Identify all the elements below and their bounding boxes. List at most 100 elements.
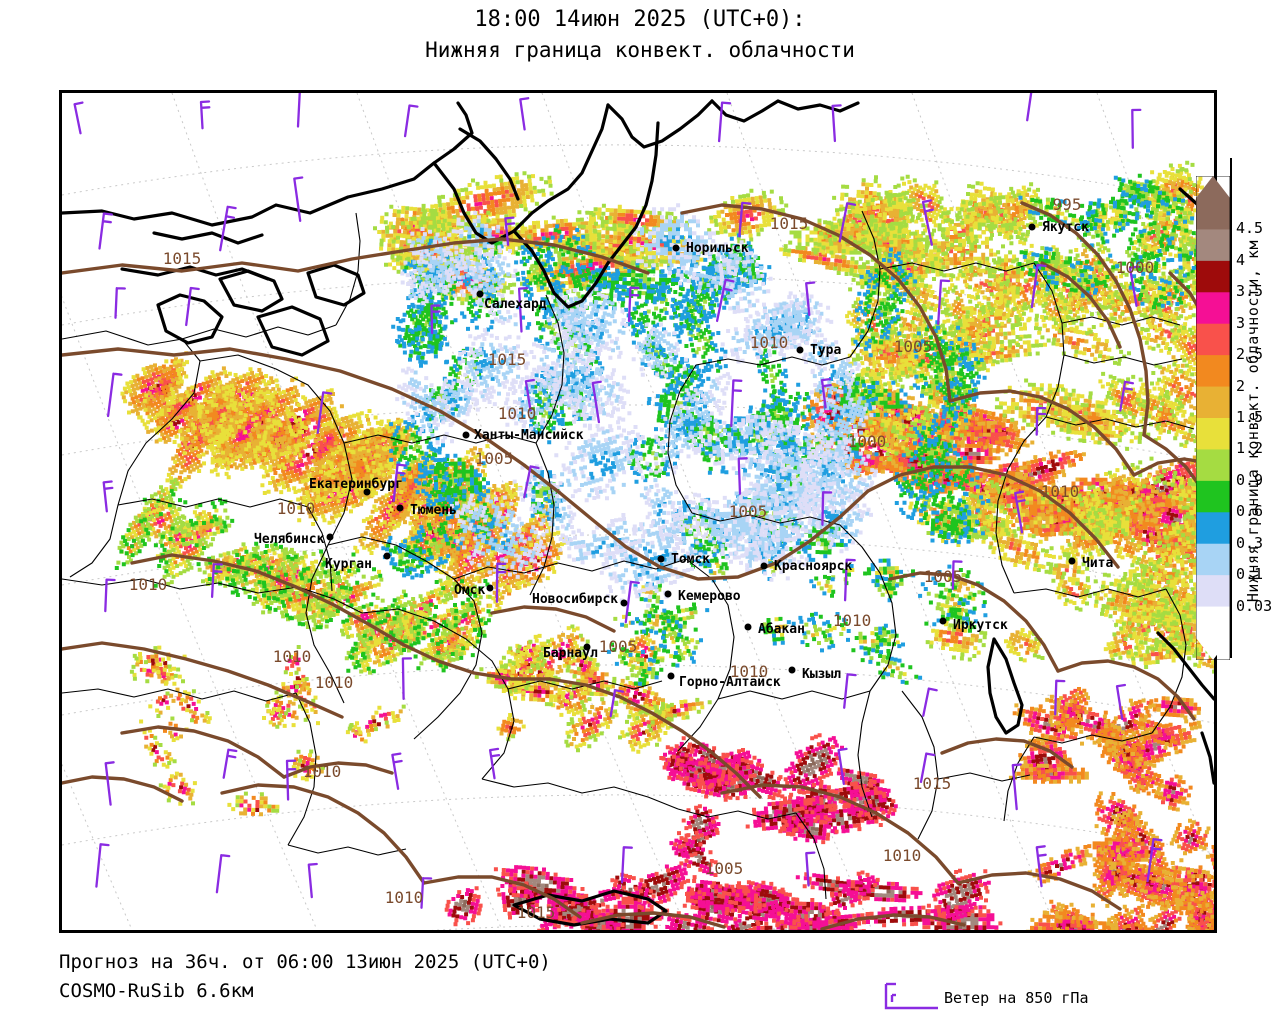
colorbar[interactable]: 4.5 4 3.5 3 2.5 2 1.5 1.2 0.9 0.6 0.3 0.1 0.03: [1196, 158, 1272, 660]
city-label: Омск: [454, 583, 486, 598]
forecast-info: Прогноз на 36ч. от 06:00 13июн 2025 (UTC…: [59, 951, 551, 973]
city-dot: [760, 562, 768, 570]
admin-border-35: [287, 844, 407, 856]
admin-border-11: [667, 364, 697, 514]
isobar-label-22: 1010: [882, 846, 922, 865]
wind-barb: [831, 104, 842, 143]
wind-barb: [403, 104, 419, 138]
admin-border-12: [695, 356, 851, 366]
city-label: Кемерово: [678, 589, 741, 604]
admin-border-16: [1045, 416, 1195, 430]
isobar-label-25: 1015: [516, 903, 556, 922]
isobar-label-13: 1005: [923, 567, 963, 586]
isobar-label-3: 1015: [769, 214, 809, 233]
coastline-14: [1156, 631, 1214, 701]
city-dot: [788, 666, 796, 674]
coastline-11: [256, 305, 330, 357]
isobar-23: [490, 605, 616, 633]
coastline-13: [512, 889, 668, 927]
admin-border-29: [307, 506, 333, 592]
coastline-2: [512, 121, 660, 309]
wind-barb: [843, 673, 857, 709]
colorbar-axis: [1230, 158, 1232, 658]
wind-barb: [737, 457, 748, 495]
page-title: 18:00 14июн 2025 (UTC+0): Нижняя граница…: [0, 4, 1280, 66]
isobar-11: [888, 571, 1060, 673]
city-label: Норильск: [686, 241, 749, 256]
isobar-6: [680, 203, 952, 403]
city-label: Томск: [671, 552, 711, 567]
coastline-12: [986, 637, 1024, 735]
isobar-16: [720, 783, 960, 885]
coastline-0: [62, 101, 474, 227]
city-dot: [486, 584, 494, 592]
isobar-3: [130, 553, 552, 681]
wind-barb: [524, 378, 535, 412]
isobar-2: [866, 465, 1120, 569]
wind-barb: [620, 846, 633, 884]
isobar-24: [62, 775, 184, 803]
admin-border-25: [529, 442, 555, 596]
wind-barb: [296, 93, 301, 128]
wind-barb-icon: [884, 982, 938, 1010]
wind-barb: [609, 689, 625, 718]
admin-border-33: [62, 688, 297, 702]
wind-barb: [627, 286, 640, 323]
wind-barb: [185, 286, 200, 327]
colorbar-tick-6: 1.5: [1236, 408, 1264, 426]
admin-border-9: [839, 524, 897, 692]
isobar-25: [940, 737, 1074, 769]
city-label: Екатеринбург: [309, 477, 403, 492]
wind-barb: [307, 862, 318, 899]
colorbar-tick-7: 1.2: [1236, 439, 1264, 458]
colorbar-tick-5: 2: [1236, 376, 1246, 395]
admin-border-20: [901, 690, 939, 840]
admin-border-24: [535, 294, 565, 444]
coastline-6: [152, 231, 264, 245]
city-label: Новосибирск: [532, 592, 619, 607]
isobar-19: [120, 725, 286, 779]
colorbar-tick-1: 4: [1236, 250, 1246, 269]
admin-border-layer: [62, 210, 1195, 900]
wind-barb: [1011, 763, 1022, 811]
wind-barb: [1054, 679, 1066, 716]
isobar-label-0: 1015: [162, 249, 202, 268]
colorbar-tick-11: 0.1: [1236, 565, 1264, 584]
wind-barb: [1026, 93, 1033, 122]
admin-border-34: [287, 692, 317, 846]
wind-barb: [738, 201, 752, 238]
city-dot: [383, 552, 391, 560]
wind-legend: Ветер на 850 гПа: [878, 978, 1238, 1018]
admin-border-39: [1063, 354, 1183, 366]
wind-barb: [591, 380, 602, 424]
wind-barb: [1030, 263, 1047, 309]
wind-barb: [730, 379, 743, 428]
admin-border-2: [327, 536, 483, 740]
wind-barb: [843, 558, 856, 602]
wind-barb: [199, 100, 211, 130]
admin-border-30: [1033, 732, 1153, 744]
map-frame[interactable]: Якутск Норильск Тура Салехард Ханты-Мансийск…: [59, 90, 1217, 933]
isobar-4: [548, 677, 762, 799]
cloud-base-field-layer: [114, 160, 1214, 930]
isobar-label-1: 1015: [487, 350, 527, 369]
admin-border-17: [995, 416, 1047, 594]
city-label: Челябинск: [254, 532, 325, 547]
wind-barb: [316, 391, 333, 435]
city-label: Абакан: [758, 622, 805, 637]
wind-barb: [430, 304, 441, 335]
colorbar-strip: [1196, 176, 1230, 660]
city-label: Якутск: [1042, 220, 1089, 235]
colorbar-tick-3: 3: [1236, 313, 1246, 332]
admin-border-13: [849, 210, 881, 358]
coastline-9: [218, 269, 284, 313]
wind-barb: [1014, 490, 1026, 534]
isobar-label-21: 1015: [912, 774, 952, 793]
isobar-12: [1056, 659, 1196, 721]
wind-barb: [517, 287, 529, 333]
isobar-label-19: 1010: [314, 673, 354, 692]
wind-barb: [495, 562, 507, 603]
isobar-label-12: 1005: [728, 502, 768, 521]
map-canvas[interactable]: [62, 93, 1214, 930]
